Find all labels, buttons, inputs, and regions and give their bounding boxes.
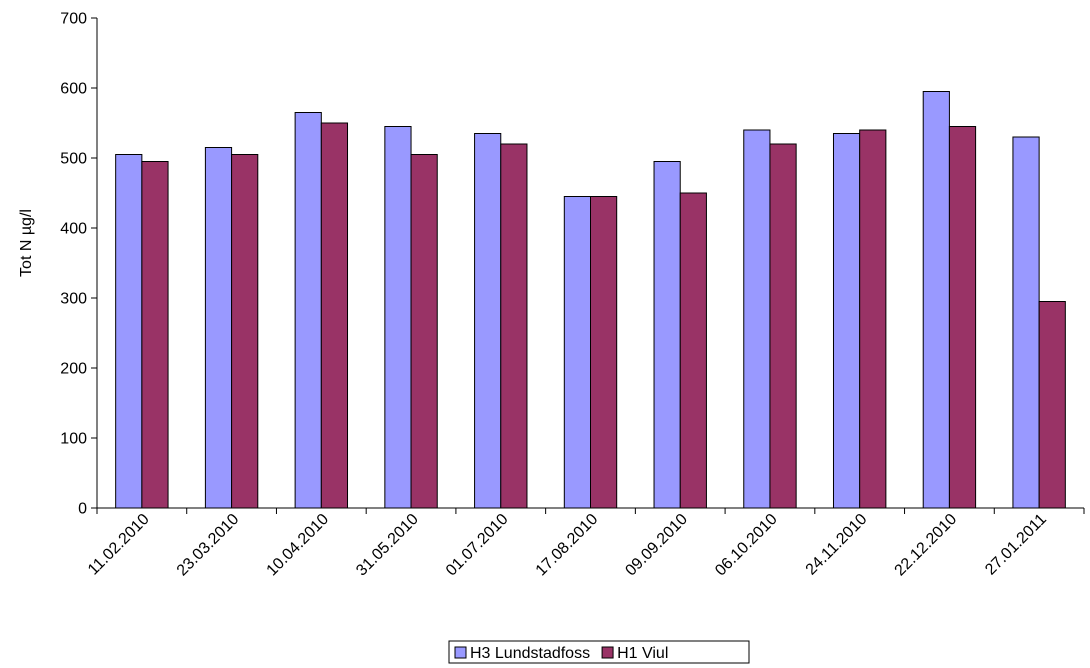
bar-series-1 bbox=[294, 112, 322, 509]
bar-series-1 bbox=[832, 133, 861, 509]
x-axis: 11.02.2010 23.03.2010 10.04.2010 31.05.2010… bbox=[85, 507, 1085, 580]
y-axis: 0 100 200 300 400 500 600 700 bbox=[60, 11, 98, 518]
y-tick-label: 400 bbox=[60, 221, 87, 238]
x-tick-label: 24.11.2010 bbox=[803, 511, 871, 579]
x-tick-label: 09.09.2010 bbox=[622, 511, 691, 580]
x-tick-label: 06.10.2010 bbox=[712, 511, 781, 580]
bar-series-1 bbox=[204, 147, 233, 509]
legend-box bbox=[448, 640, 750, 664]
y-tick-label: 200 bbox=[60, 361, 87, 378]
legend-label: H3 Lundstadfoss bbox=[470, 645, 590, 662]
bar-series-2 bbox=[679, 192, 707, 509]
x-tick-label: 31.05.2010 bbox=[353, 511, 422, 580]
bar-series-2 bbox=[500, 143, 528, 509]
bar-series-1 bbox=[653, 161, 681, 509]
bar-series-2 bbox=[1038, 301, 1066, 509]
bar-series-1 bbox=[384, 126, 412, 509]
bar-series-2 bbox=[141, 161, 169, 509]
legend: H3 Lundstadfoss H1 Viul bbox=[448, 640, 750, 664]
y-tick-label: 0 bbox=[78, 501, 87, 518]
bar-series-2 bbox=[859, 129, 887, 509]
bar-series-1 bbox=[922, 91, 950, 509]
bar-series-2 bbox=[948, 126, 977, 509]
bar-series-1 bbox=[563, 196, 591, 509]
legend-swatch bbox=[454, 646, 467, 659]
bar-series-2 bbox=[231, 154, 259, 509]
bar-series-1 bbox=[1012, 136, 1040, 509]
x-tick-label: 10.04.2010 bbox=[264, 511, 333, 580]
bar-series-1 bbox=[474, 133, 502, 509]
y-tick-label: 300 bbox=[60, 291, 87, 308]
y-axis-title: Tot N µg/l bbox=[18, 209, 35, 277]
bar-series-2 bbox=[410, 154, 438, 509]
legend-label: H1 Viul bbox=[617, 645, 668, 662]
bar-series-1 bbox=[115, 154, 143, 509]
x-tick-label: 11.02.2010 bbox=[85, 511, 153, 579]
bars bbox=[115, 91, 1066, 509]
legend-swatch bbox=[601, 646, 614, 659]
bar-series-2 bbox=[590, 196, 618, 509]
bar-series-2 bbox=[320, 122, 349, 509]
x-tick-label: 27.01.2011 bbox=[982, 511, 1050, 579]
x-tick-label: 01.07.2010 bbox=[443, 511, 512, 580]
bar-series-2 bbox=[769, 143, 797, 509]
x-tick-label: 23.03.2010 bbox=[174, 511, 243, 580]
y-tick-label: 500 bbox=[60, 151, 87, 168]
x-tick-label: 17.08.2010 bbox=[533, 511, 602, 580]
x-tick-label: 22.12.2010 bbox=[892, 511, 961, 580]
y-tick-label: 100 bbox=[60, 431, 87, 448]
y-tick-label: 700 bbox=[60, 11, 87, 28]
bar-series-1 bbox=[743, 129, 771, 509]
y-tick-label: 600 bbox=[60, 81, 87, 98]
